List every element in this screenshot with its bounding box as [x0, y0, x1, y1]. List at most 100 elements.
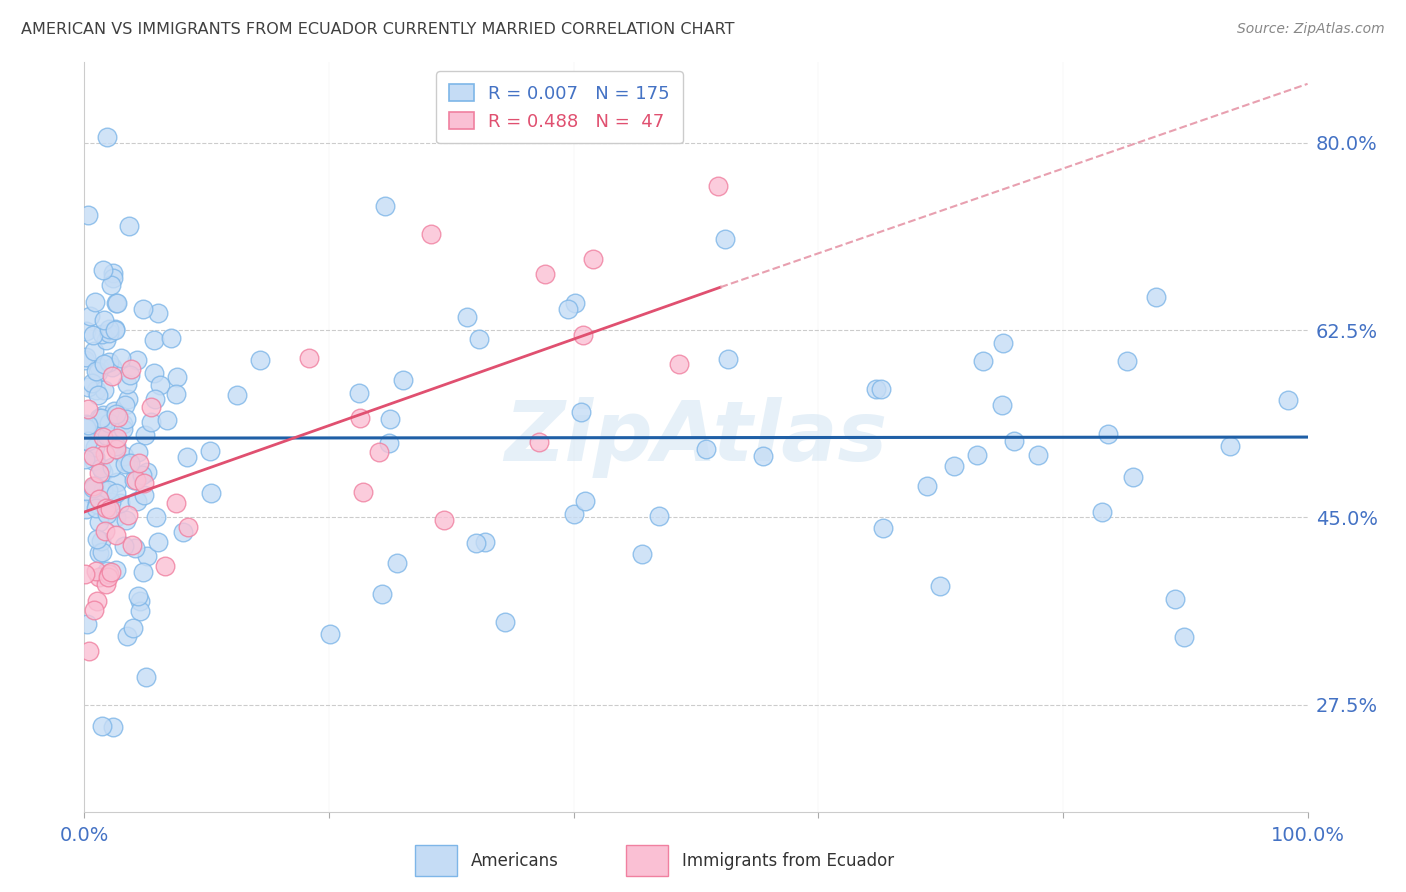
Point	[93, 357, 115, 371]
Point	[349, 411, 371, 425]
Point	[91, 719, 114, 733]
Point	[112, 539, 135, 553]
Point	[132, 475, 155, 490]
Point	[76, 350, 98, 364]
Point	[117, 392, 139, 407]
Point	[94, 333, 117, 347]
Point	[83, 441, 105, 455]
Point	[77, 434, 100, 448]
Point	[474, 535, 496, 549]
Point	[117, 377, 139, 392]
Point	[76, 616, 98, 631]
Point	[1173, 630, 1195, 644]
Point	[349, 385, 371, 400]
Point	[94, 501, 117, 516]
Point	[1122, 469, 1144, 483]
Point	[104, 442, 127, 456]
Point	[120, 362, 142, 376]
Point	[352, 485, 374, 500]
Point	[105, 486, 128, 500]
Point	[557, 301, 579, 316]
Point	[155, 412, 177, 426]
Point	[83, 454, 105, 468]
Point	[200, 486, 222, 500]
Point	[166, 369, 188, 384]
Point	[100, 369, 122, 384]
Point	[125, 493, 148, 508]
Text: Source: ZipAtlas.com: Source: ZipAtlas.com	[1237, 22, 1385, 37]
Point	[98, 326, 121, 340]
Point	[87, 410, 110, 425]
Point	[75, 420, 97, 434]
Point	[115, 513, 138, 527]
Point	[391, 373, 413, 387]
Point	[84, 383, 107, 397]
Point	[82, 328, 104, 343]
Point	[118, 368, 141, 383]
Point	[79, 309, 101, 323]
Point	[127, 589, 149, 603]
Point	[569, 405, 592, 419]
Point	[87, 365, 110, 379]
Point	[112, 449, 135, 463]
Point	[77, 402, 100, 417]
Point	[91, 409, 114, 423]
Point	[456, 310, 478, 325]
Point	[1116, 354, 1139, 368]
Point	[752, 450, 775, 464]
Point	[574, 493, 596, 508]
Point	[942, 458, 965, 473]
Point	[870, 382, 893, 396]
Point	[527, 435, 550, 450]
Point	[93, 524, 115, 539]
Point	[97, 483, 120, 498]
Point	[75, 452, 97, 467]
Point	[917, 479, 939, 493]
Point	[87, 360, 110, 375]
Point	[432, 513, 454, 527]
Point	[79, 486, 101, 500]
Point	[135, 465, 157, 479]
Point	[562, 507, 585, 521]
Point	[97, 355, 120, 369]
Point	[93, 313, 115, 327]
Point	[90, 460, 112, 475]
Point	[94, 577, 117, 591]
Point	[104, 323, 127, 337]
Point	[132, 488, 155, 502]
Point	[141, 415, 163, 429]
Point	[160, 330, 183, 344]
Point	[105, 509, 128, 524]
Point	[101, 270, 124, 285]
Point	[465, 535, 488, 549]
Point	[1026, 448, 1049, 462]
Point	[98, 417, 121, 431]
Point	[124, 541, 146, 555]
Legend: R = 0.007   N = 175, R = 0.488   N =  47: R = 0.007 N = 175, R = 0.488 N = 47	[436, 71, 682, 144]
Point	[89, 545, 111, 559]
Point	[1091, 505, 1114, 519]
Point	[128, 456, 150, 470]
Point	[87, 467, 110, 481]
Point	[374, 199, 396, 213]
Point	[468, 332, 491, 346]
Point	[695, 442, 717, 457]
Point	[115, 629, 138, 643]
Point	[1277, 392, 1299, 407]
Point	[648, 509, 671, 524]
Point	[131, 467, 153, 482]
Point	[90, 534, 112, 549]
Point	[82, 449, 104, 463]
Point	[134, 428, 156, 442]
Point	[198, 443, 221, 458]
Point	[104, 527, 127, 541]
Point	[96, 130, 118, 145]
Point	[581, 252, 603, 267]
Point	[112, 417, 135, 431]
Point	[103, 404, 125, 418]
Point	[1219, 439, 1241, 453]
Text: Immigrants from Ecuador: Immigrants from Ecuador	[682, 852, 894, 870]
Point	[564, 296, 586, 310]
Point	[94, 447, 117, 461]
Point	[318, 627, 340, 641]
